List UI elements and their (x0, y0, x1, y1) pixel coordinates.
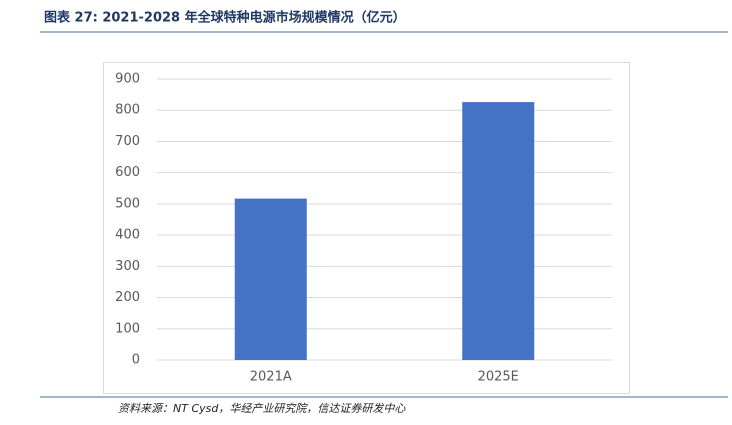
bar (462, 102, 535, 361)
chart-title: 图表 27: 2021-2028 年全球特种电源市场规模情况（亿元） (44, 10, 406, 26)
chart-frame (103, 62, 630, 394)
y-tick-label: 400 (115, 228, 140, 243)
y-tick-label: 200 (115, 290, 140, 305)
y-tick-label: 900 (115, 72, 140, 87)
source-note: 资料来源：NT Cysd，华经产业研究院，信达证券研发中心 (118, 402, 406, 415)
y-tick-label: 800 (115, 103, 140, 118)
y-tick-label: 100 (115, 321, 140, 336)
y-tick-label: 500 (115, 196, 140, 211)
y-tick-label: 300 (115, 259, 140, 274)
x-tick-label: 2025E (478, 370, 519, 385)
y-tick-label: 700 (115, 134, 140, 149)
bar (234, 198, 307, 360)
y-tick-label: 600 (115, 165, 140, 180)
x-tick-label: 2021A (250, 370, 292, 385)
y-tick-label: 0 (132, 353, 140, 368)
